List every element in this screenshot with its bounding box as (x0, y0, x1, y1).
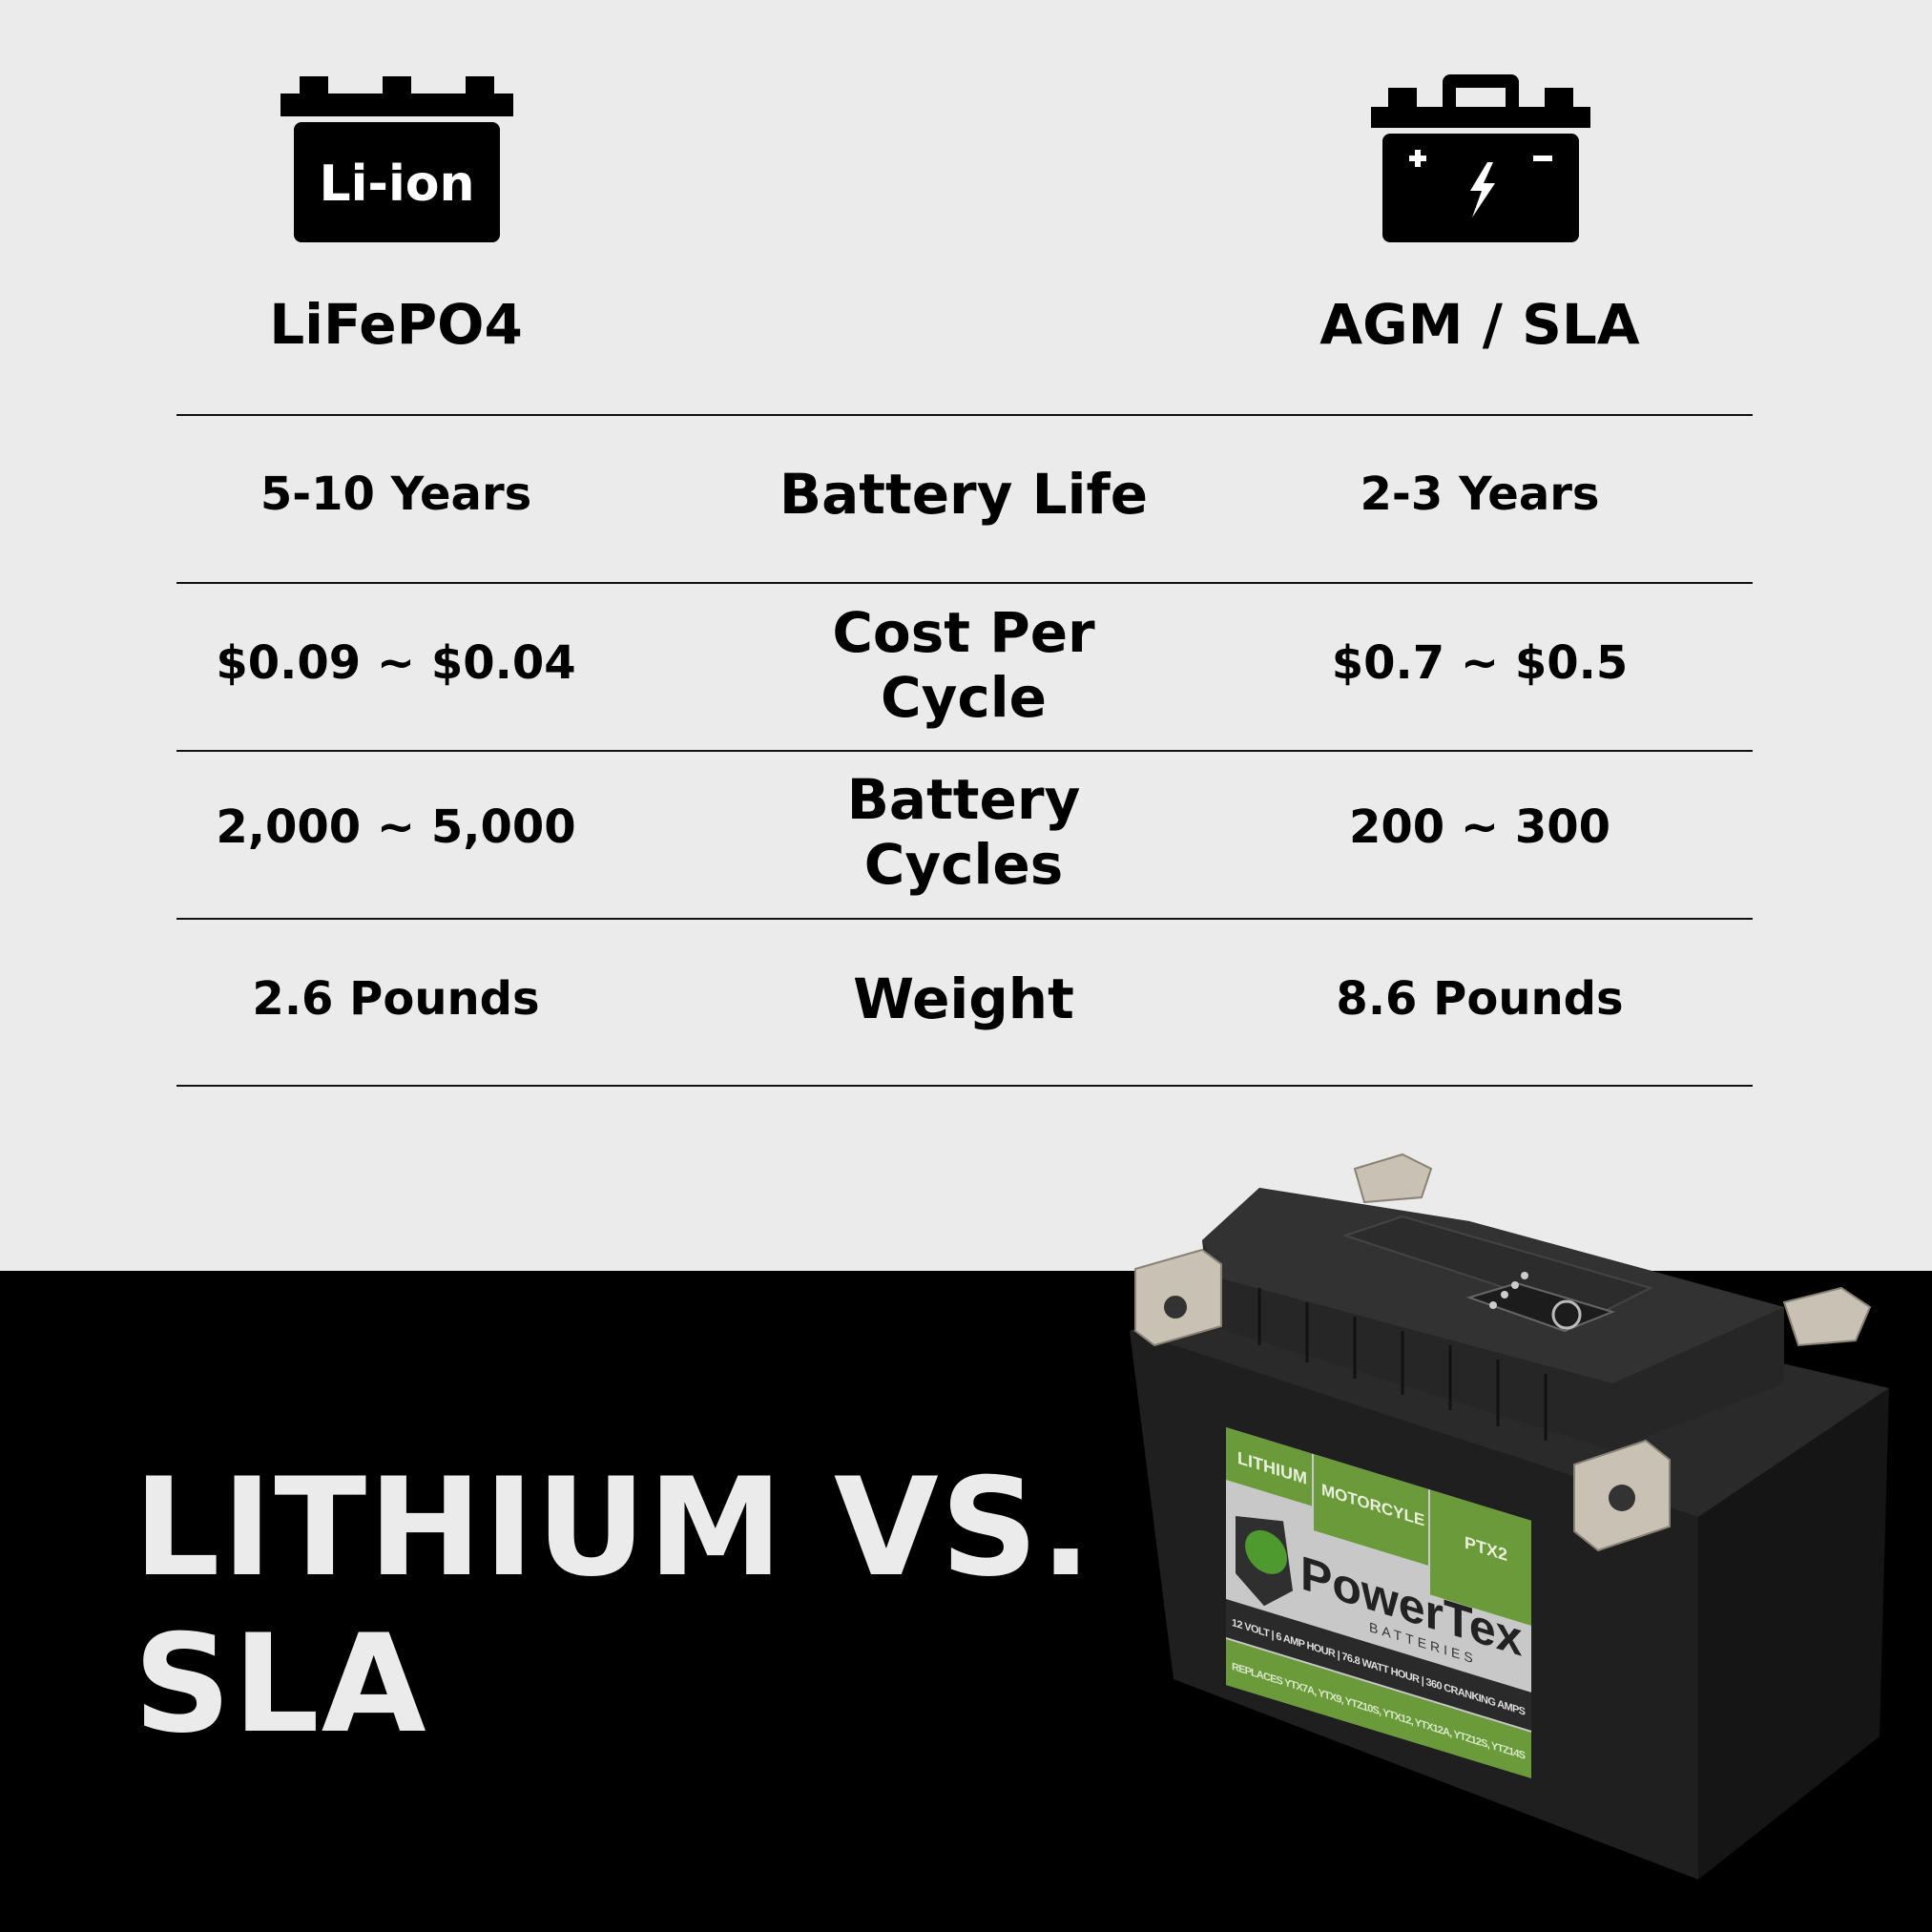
agm-sla-header: AGM / SLA (1319, 292, 1640, 357)
page-title: LITHIUM VS. SLA (134, 1450, 1093, 1763)
li-ion-icon-text: Li-ion (319, 156, 474, 213)
lifepo4-battery-cycles: 2,000 ~ 5,000 (216, 800, 576, 854)
lifepo4-cost-per-cycle: $0.09 ~ $0.04 (216, 636, 576, 690)
divider (177, 918, 1753, 920)
sla-battery-cycles: 200 ~ 300 (1348, 800, 1611, 854)
metric-weight: Weight (853, 966, 1074, 1031)
metric-battery-cycles: Battery Cycles (846, 767, 1081, 897)
li-ion-battery-icon: Li-ion (280, 76, 513, 242)
divider (177, 414, 1753, 416)
sla-battery-life: 2-3 Years (1360, 467, 1600, 521)
divider (177, 1085, 1753, 1087)
divider (177, 582, 1753, 584)
lead-acid-battery-icon (1371, 74, 1590, 242)
lifepo4-battery-life: 5-10 Years (260, 467, 532, 521)
divider (177, 750, 1753, 752)
lifepo4-weight: 2.6 Pounds (252, 972, 540, 1026)
sla-cost-per-cycle: $0.7 ~ $0.5 (1331, 636, 1629, 690)
powertex-battery-image: LITHIUM MOTORCYLE PTX2 PowerTex BATTERIE… (1130, 1153, 1889, 1880)
metric-battery-life: Battery Life (779, 462, 1149, 527)
title-line-1: LITHIUM VS. (134, 1449, 1094, 1607)
title-line-2: SLA (134, 1606, 428, 1763)
sla-weight: 8.6 Pounds (1336, 972, 1624, 1026)
lifepo4-header: LiFePO4 (269, 292, 523, 357)
metric-cost-per-cycle: Cost Per Cycle (832, 600, 1095, 730)
